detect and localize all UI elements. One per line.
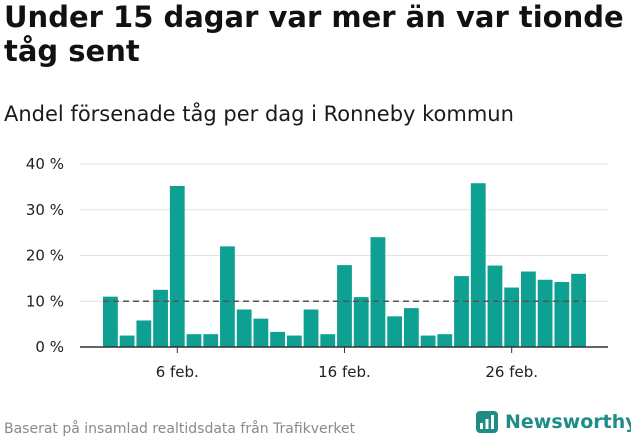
y-tick-label: 40 % bbox=[26, 155, 64, 173]
bar bbox=[537, 279, 553, 347]
brand-name: Newsworthy bbox=[505, 411, 631, 433]
bar bbox=[153, 289, 168, 347]
bar bbox=[571, 273, 586, 347]
y-tick-label: 30 % bbox=[26, 201, 64, 219]
bar-chart: 0 % 10 % 20 % 30 % 40 % 6 feb. 16 feb. 26 feb. bbox=[26, 155, 608, 381]
bar bbox=[470, 183, 486, 347]
y-tick-label: 10 % bbox=[26, 292, 64, 310]
x-tick-label: 26 feb. bbox=[485, 363, 538, 381]
bars bbox=[103, 183, 586, 347]
bar bbox=[554, 282, 570, 347]
bar bbox=[337, 265, 352, 347]
bar bbox=[169, 185, 185, 347]
bar bbox=[504, 287, 520, 347]
x-tick-label: 6 feb. bbox=[156, 363, 199, 381]
y-tick-label: 20 % bbox=[26, 247, 64, 265]
bar bbox=[103, 296, 118, 347]
bar bbox=[387, 316, 403, 347]
bar bbox=[136, 320, 152, 347]
bar bbox=[236, 309, 252, 347]
bar bbox=[286, 335, 302, 347]
bar bbox=[303, 309, 319, 347]
chart-title: Under 15 dagar var mer än var tionde tåg… bbox=[4, 0, 624, 68]
bar bbox=[487, 265, 503, 347]
bar bbox=[203, 334, 219, 347]
x-tick-label: 16 feb. bbox=[318, 363, 371, 381]
bar bbox=[521, 271, 536, 347]
bar bbox=[220, 246, 235, 347]
bar bbox=[454, 276, 469, 347]
brand-logo[interactable]: Newsworthy bbox=[475, 410, 631, 434]
bar bbox=[420, 335, 436, 347]
bar bbox=[370, 237, 386, 347]
source-note: Baserat på insamlad realtidsdata från Tr… bbox=[4, 421, 356, 437]
axes: 0 % 10 % 20 % 30 % 40 % 6 feb. 16 feb. 26 feb. bbox=[26, 155, 608, 381]
bar bbox=[353, 297, 369, 347]
y-tick-label: 0 % bbox=[35, 338, 64, 356]
bar bbox=[437, 334, 453, 347]
bar bbox=[270, 331, 285, 347]
bar bbox=[253, 318, 269, 347]
bar bbox=[320, 334, 336, 347]
newsworthy-logo-icon bbox=[476, 411, 498, 433]
bar bbox=[119, 335, 135, 347]
bar bbox=[403, 308, 419, 347]
chart-subtitle: Andel försenade tåg per dag i Ronneby ko… bbox=[4, 102, 514, 126]
bar bbox=[186, 334, 202, 347]
